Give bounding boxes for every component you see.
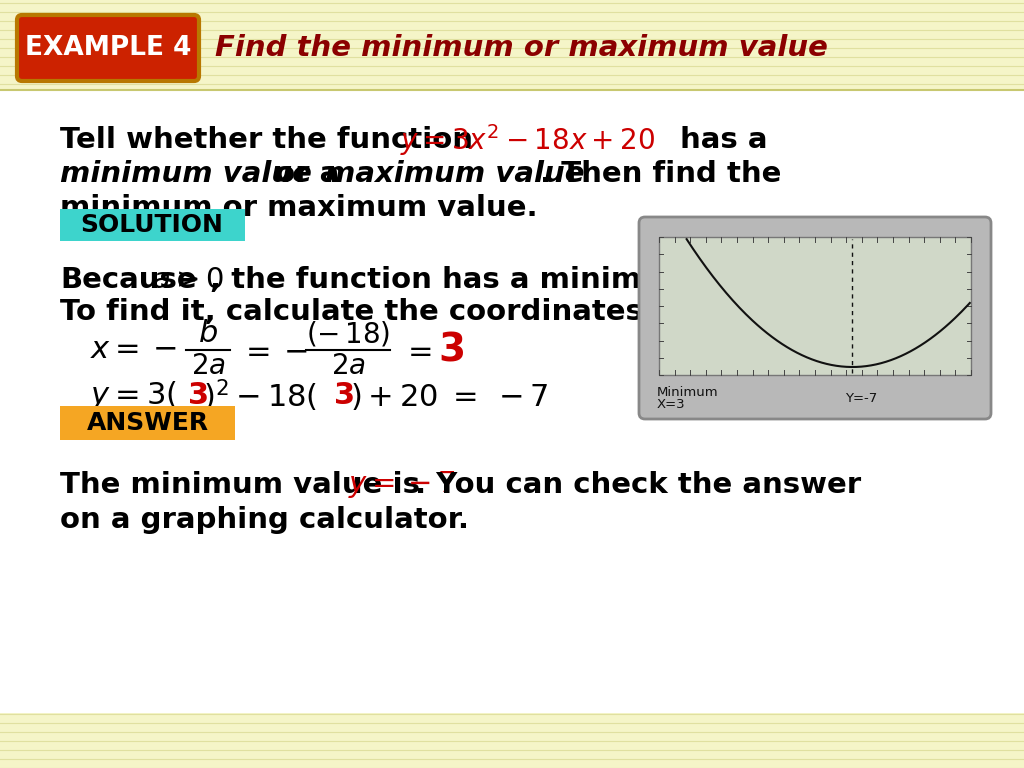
Text: $a > 0$: $a > 0$: [152, 266, 224, 294]
Text: X=3: X=3: [657, 399, 686, 412]
Text: $) + 20\;=\;-7$: $) + 20\;=\;-7$: [350, 380, 548, 412]
Text: ANSWER: ANSWER: [87, 411, 209, 435]
Text: Minimum: Minimum: [657, 386, 719, 399]
Text: EXAMPLE 4: EXAMPLE 4: [25, 35, 191, 61]
Text: Because: Because: [60, 266, 197, 294]
Text: SOLUTION: SOLUTION: [81, 213, 223, 237]
Text: The minimum value is: The minimum value is: [60, 471, 420, 499]
Text: $y = 3x^2 - 18x + 20$: $y = 3x^2 - 18x + 20$: [400, 122, 655, 158]
Text: $=$: $=$: [402, 336, 432, 365]
Text: $(-\,18)$: $(-\,18)$: [306, 319, 390, 349]
Text: $y = -7$: $y = -7$: [348, 469, 456, 501]
Text: , the function has a minimum value.: , the function has a minimum value.: [210, 266, 803, 294]
Text: . You can check the answer: . You can check the answer: [415, 471, 861, 499]
FancyBboxPatch shape: [639, 217, 991, 419]
FancyBboxPatch shape: [17, 15, 199, 81]
Text: 3: 3: [188, 382, 209, 411]
Text: $x = -$: $x = -$: [90, 336, 176, 365]
Text: $y = 3($: $y = 3($: [90, 379, 177, 412]
Text: has a: has a: [680, 126, 768, 154]
Text: Y=-7: Y=-7: [845, 392, 878, 406]
Text: $b$: $b$: [198, 319, 218, 349]
Bar: [659, 237, 971, 375]
Text: Find the minimum or maximum value: Find the minimum or maximum value: [215, 34, 827, 62]
Text: $2a$: $2a$: [331, 352, 366, 380]
Text: on a graphing calculator.: on a graphing calculator.: [60, 506, 469, 534]
Text: 3: 3: [334, 382, 355, 411]
Text: Tell whether the function: Tell whether the function: [60, 126, 473, 154]
Text: . Then find the: . Then find the: [540, 160, 781, 188]
Text: or a: or a: [265, 160, 349, 188]
Text: $2a$: $2a$: [190, 352, 225, 380]
Text: minimum value: minimum value: [60, 160, 312, 188]
Text: maximum value: maximum value: [325, 160, 585, 188]
Text: To find it, calculate the coordinates of the vertex.: To find it, calculate the coordinates of…: [60, 298, 877, 326]
Text: 3: 3: [438, 331, 465, 369]
Text: minimum or maximum value.: minimum or maximum value.: [60, 194, 538, 222]
Bar: [0, 90, 1024, 713]
Text: $= -$: $= -$: [240, 336, 308, 365]
Bar: [60, 209, 245, 241]
Bar: [60, 406, 234, 440]
Text: $)^2 - 18($: $)^2 - 18($: [203, 378, 317, 414]
